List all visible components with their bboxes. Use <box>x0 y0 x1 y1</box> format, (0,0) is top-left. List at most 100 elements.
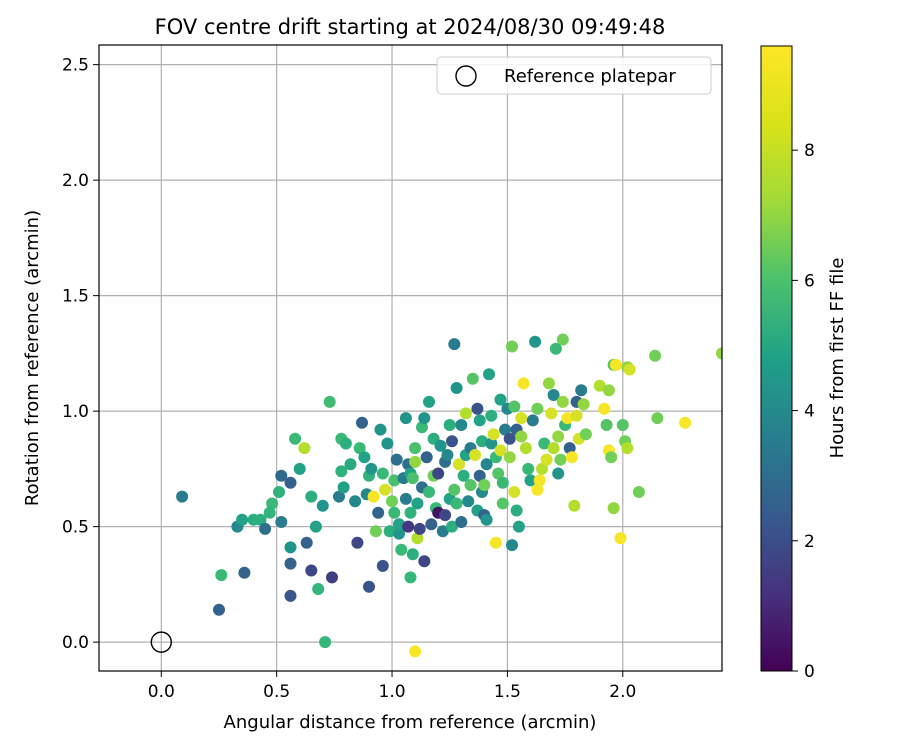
scatter-point <box>492 467 505 480</box>
scatter-point <box>549 342 562 355</box>
scatter-point <box>473 414 486 427</box>
scatter-point <box>383 525 396 538</box>
scatter-point <box>289 432 302 445</box>
scatter-point <box>450 382 463 394</box>
colorbar-tick-label: 4 <box>804 402 815 422</box>
scatter-point <box>425 518 438 531</box>
scatter-point <box>607 502 620 515</box>
scatter-point <box>351 536 364 549</box>
scatter-point <box>441 449 454 461</box>
scatter-point <box>356 416 368 429</box>
y-tick-label: 1.5 <box>62 287 89 307</box>
scatter-point <box>309 520 322 533</box>
colorbar-ticks: 0 2 4 6 8 <box>792 141 815 682</box>
colorbar-label: Hours from first FF file <box>827 258 848 459</box>
scatter-point <box>374 423 387 436</box>
scatter-point <box>455 516 468 528</box>
scatter-point <box>485 409 498 422</box>
x-axis-label: Angular distance from reference (arcmin) <box>224 712 597 733</box>
scatter-point <box>418 412 431 425</box>
scatter-point <box>284 557 297 570</box>
scatter-point <box>376 467 389 480</box>
scatter-point <box>471 402 484 415</box>
scatter-point <box>450 497 463 510</box>
grid-lines <box>99 45 722 671</box>
scatter-point <box>353 442 366 455</box>
scatter-point <box>409 442 422 455</box>
scatter-point <box>420 451 433 464</box>
scatter-point <box>579 428 592 441</box>
scatter-point <box>538 437 551 450</box>
scatter-point <box>339 437 352 450</box>
scatter-point <box>542 377 555 390</box>
scatter-point <box>399 412 412 425</box>
scatter-point <box>259 522 272 535</box>
scatter-point <box>418 555 431 568</box>
y-tick-label: 2.5 <box>62 56 89 76</box>
scatter-point <box>372 506 385 519</box>
scatter-point <box>363 580 375 593</box>
y-axis-ticks: 0.0 0.5 1.0 1.5 2.0 2.5 <box>62 56 99 653</box>
scatter-point <box>411 532 424 545</box>
scatter-point <box>526 414 539 427</box>
scatter-point <box>503 432 516 445</box>
scatter-point <box>566 451 578 464</box>
scatter-point <box>300 536 313 549</box>
scatter-point <box>466 372 479 385</box>
scatter-point <box>494 444 507 457</box>
x-tick-label: 1.5 <box>494 682 521 702</box>
scatter-point <box>508 400 521 413</box>
reference-platepar-marker <box>150 631 173 653</box>
scatter-point <box>556 333 569 346</box>
scatter-point <box>478 479 491 491</box>
scatter-point <box>602 384 615 397</box>
scatter-point <box>632 486 645 498</box>
scatter-point <box>556 395 569 408</box>
scatter-point <box>716 347 722 360</box>
scatter-point <box>434 439 447 452</box>
scatter-point <box>409 645 422 658</box>
scatter-point <box>469 449 482 461</box>
x-tick-label: 0.5 <box>263 682 290 702</box>
scatter-point <box>344 458 357 471</box>
scatter-point <box>503 451 516 464</box>
colorbar-tick-label: 0 <box>804 662 815 682</box>
scatter-point <box>423 486 435 498</box>
legend: Reference platepar <box>436 56 712 95</box>
scatter-point <box>508 486 521 498</box>
scatter-point <box>416 421 428 434</box>
scatter-point <box>496 497 509 510</box>
scatter-point <box>404 571 417 584</box>
scatter-point <box>476 435 488 448</box>
scatter-point <box>443 419 456 431</box>
scatter-point <box>298 442 311 455</box>
scatter-point <box>413 522 426 535</box>
scatter-point <box>369 525 382 538</box>
scatter-point <box>266 497 279 510</box>
scatter-point <box>480 458 493 471</box>
scatter-point <box>575 384 588 397</box>
scatter-point <box>448 483 461 496</box>
scatter-point <box>284 589 297 602</box>
scatter-point <box>367 490 380 503</box>
scatter-point <box>390 453 403 466</box>
scatter-point <box>293 462 306 475</box>
scatter-point <box>386 495 398 508</box>
scatter-point <box>446 520 458 533</box>
scatter-point <box>547 389 560 401</box>
scatter-point <box>561 412 574 425</box>
scatter-point <box>609 358 622 371</box>
scatter-point <box>319 636 332 649</box>
scatter-point <box>436 525 449 538</box>
scatter-point <box>522 462 535 475</box>
scatter-point <box>238 566 251 579</box>
scatter-point <box>517 377 530 390</box>
colorbar-gradient <box>760 45 793 672</box>
scatter-point <box>406 548 419 561</box>
scatter-point <box>473 469 486 482</box>
scatter-point <box>215 569 228 582</box>
scatter-point <box>524 474 537 487</box>
scatter-point <box>457 469 470 482</box>
scatter-point <box>545 407 558 420</box>
scatter-point <box>388 506 401 519</box>
